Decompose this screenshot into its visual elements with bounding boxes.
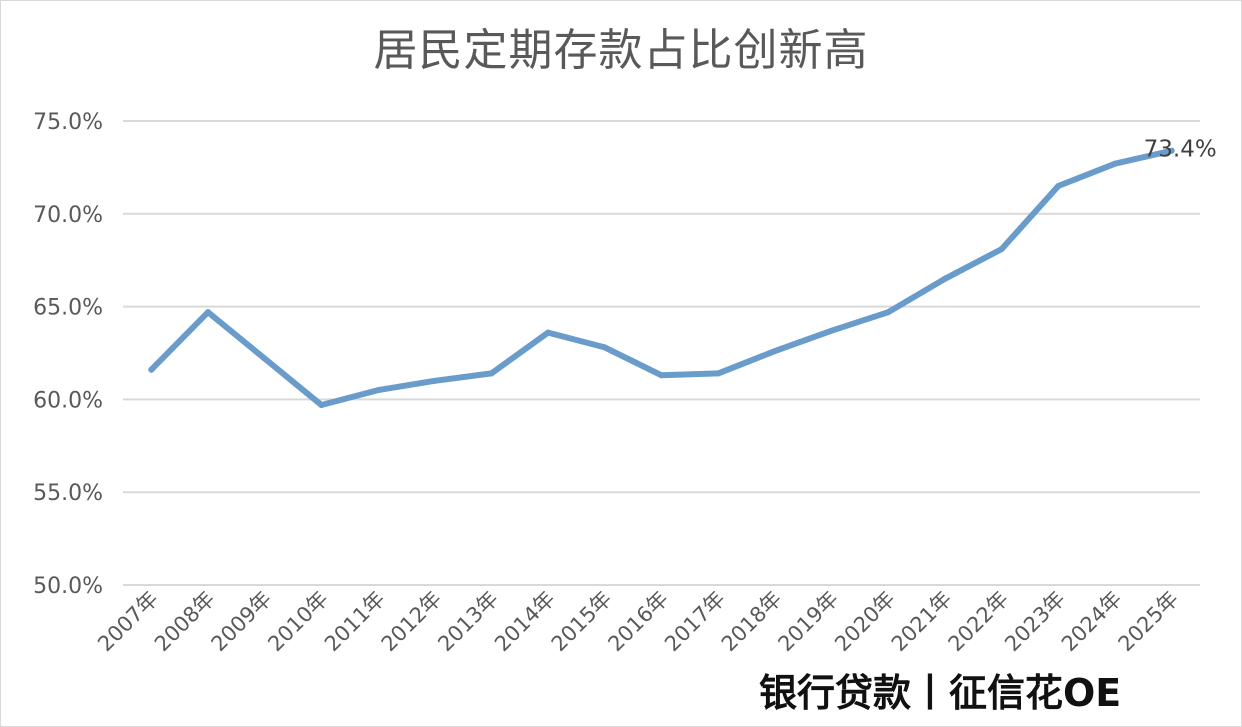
data-point <box>1111 160 1118 167</box>
chart-title: 居民定期存款占比创新高 <box>373 25 869 76</box>
x-tick-label: 2017年 <box>660 587 730 657</box>
x-tick-label: 2009年 <box>207 587 277 657</box>
y-tick-label: 55.0% <box>33 481 103 506</box>
data-point <box>488 370 495 377</box>
data-point <box>828 327 835 334</box>
data-point <box>658 372 665 379</box>
data-point <box>941 275 948 282</box>
x-tick-label: 2022年 <box>944 587 1014 657</box>
data-point <box>431 377 438 384</box>
y-tick-label: 70.0% <box>33 203 103 228</box>
y-tick-label: 75.0% <box>33 110 103 135</box>
x-tick-label: 2016年 <box>603 587 673 657</box>
data-point <box>601 344 608 351</box>
x-tick-label: 2008年 <box>150 587 220 657</box>
y-tick-label: 60.0% <box>33 388 103 413</box>
x-tick-label: 2013年 <box>433 587 503 657</box>
data-point <box>261 355 268 362</box>
data-point <box>318 401 325 408</box>
data-point <box>1168 147 1175 154</box>
data-point <box>885 309 892 316</box>
data-point <box>545 329 552 336</box>
x-tick-label: 2024年 <box>1057 587 1127 657</box>
data-point <box>205 309 212 316</box>
data-point <box>715 370 722 377</box>
x-tick-label: 2023年 <box>1000 587 1070 657</box>
x-tick-label: 2011年 <box>320 587 390 657</box>
data-point <box>771 348 778 355</box>
x-tick-label: 2021年 <box>887 587 957 657</box>
x-tick-label: 2014年 <box>490 587 560 657</box>
x-tick-label: 2020年 <box>830 587 900 657</box>
y-tick-label: 65.0% <box>33 296 103 321</box>
x-tick-label: 2007年 <box>93 587 163 657</box>
x-tick-label: 2010年 <box>263 587 333 657</box>
data-point <box>148 366 155 373</box>
x-tick-label: 2018年 <box>717 587 787 657</box>
data-point <box>375 387 382 394</box>
data-point <box>998 246 1005 253</box>
watermark: 银行贷款丨征信花OE <box>755 664 1134 722</box>
x-tick-label: 2012年 <box>377 587 447 657</box>
series-line <box>148 147 1175 408</box>
y-tick-label: 50.0% <box>33 574 103 599</box>
x-tick-label: 2015年 <box>547 587 617 657</box>
x-tick-label: 2019年 <box>773 587 843 657</box>
data-point <box>1055 182 1062 189</box>
data-label: 73.4% <box>1144 137 1217 163</box>
x-tick-label: 2025年 <box>1114 587 1184 657</box>
